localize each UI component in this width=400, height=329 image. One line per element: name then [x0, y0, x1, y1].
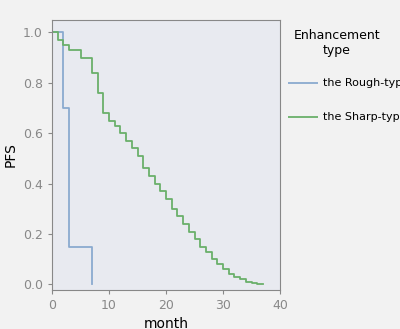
Text: the Sharp-type: the Sharp-type [322, 112, 400, 122]
Y-axis label: PFS: PFS [4, 142, 18, 167]
Text: the Rough-type: the Rough-type [322, 78, 400, 88]
Text: Enhancement
type: Enhancement type [293, 29, 380, 57]
X-axis label: month: month [144, 317, 188, 329]
